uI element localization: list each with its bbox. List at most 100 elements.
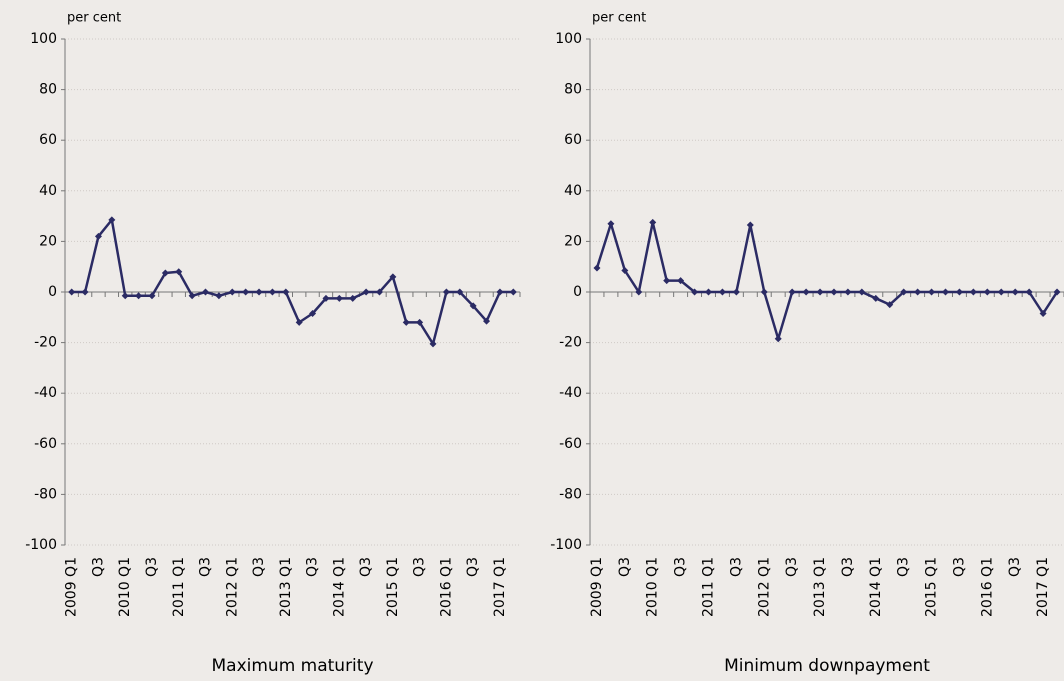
- data-point: [1025, 288, 1033, 296]
- data-point: [509, 288, 517, 296]
- data-point: [774, 335, 782, 343]
- data-point: [942, 288, 949, 296]
- x-tick-label: Q3: [90, 557, 106, 577]
- data-point: [295, 318, 303, 326]
- y-tick-label: 40: [564, 183, 582, 199]
- chart-title: Maximum maturity: [211, 656, 373, 676]
- x-tick-label: 2009 Q1: [589, 557, 605, 617]
- x-tick-label: Q3: [896, 557, 912, 577]
- data-point: [135, 292, 143, 300]
- data-point: [255, 288, 263, 296]
- x-tick-label: 2011 Q1: [701, 557, 717, 617]
- y-axis-unit: per cent: [67, 11, 121, 26]
- data-point: [621, 266, 629, 274]
- x-tick-label: 2013 Q1: [812, 557, 828, 617]
- data-point: [844, 288, 852, 296]
- y-tick-label: 60: [39, 132, 57, 148]
- y-tick-label: 100: [555, 31, 582, 47]
- data-point: [705, 288, 712, 296]
- y-tick-label: 20: [39, 233, 57, 249]
- x-tick-label: Q3: [840, 557, 856, 577]
- x-tick-label: Q3: [358, 557, 374, 577]
- data-point: [802, 288, 810, 296]
- data-point: [161, 269, 169, 277]
- data-point: [442, 288, 450, 296]
- data-point: [955, 288, 963, 296]
- data-point: [872, 294, 880, 302]
- data-point: [416, 318, 424, 326]
- x-tick-label: 2015 Q1: [385, 557, 401, 617]
- y-tick-label: -40: [559, 385, 582, 401]
- data-point: [496, 288, 504, 296]
- data-point: [1011, 288, 1019, 296]
- x-tick-label: Q3: [251, 557, 267, 577]
- y-tick-label: -20: [34, 335, 57, 351]
- x-tick-label: Q3: [412, 557, 428, 577]
- data-point: [649, 218, 657, 226]
- x-tick-label: Q3: [617, 557, 633, 577]
- x-tick-label: 2012 Q1: [224, 557, 240, 617]
- y-tick-label: 0: [573, 284, 582, 300]
- data-point: [456, 288, 464, 296]
- data-line: [71, 218, 514, 346]
- data-point: [816, 288, 824, 296]
- data-point: [788, 288, 796, 296]
- chart-title: Minimum downpayment: [724, 656, 930, 676]
- x-tick-label: 2017 Q1: [1035, 557, 1051, 617]
- x-tick-label: Q3: [728, 557, 744, 577]
- data-point: [469, 302, 477, 310]
- x-tick-label: 2012 Q1: [756, 557, 772, 617]
- data-point: [593, 264, 601, 272]
- data-point: [830, 288, 838, 296]
- x-tick-label: 2015 Q1: [924, 557, 940, 617]
- data-point: [375, 288, 383, 296]
- data-point: [429, 340, 437, 348]
- data-point: [746, 221, 754, 229]
- y-axis-unit: per cent: [592, 11, 646, 26]
- data-point: [760, 288, 768, 296]
- data-point: [677, 277, 685, 285]
- x-tick-label: 2017 Q1: [492, 557, 508, 617]
- x-tick-label: Q3: [144, 557, 160, 577]
- data-point: [663, 277, 671, 285]
- data-point: [969, 288, 977, 296]
- y-tick-label: 80: [564, 82, 582, 98]
- data-point: [718, 288, 726, 296]
- data-point: [175, 268, 183, 276]
- x-tick-label: 2013 Q1: [278, 557, 294, 617]
- data-point: [121, 292, 129, 300]
- data-point: [81, 288, 89, 296]
- x-tick-label: 2011 Q1: [171, 557, 187, 617]
- x-tick-label: 2014 Q1: [868, 557, 884, 617]
- data-point: [242, 288, 250, 296]
- y-tick-label: -100: [25, 537, 57, 553]
- data-point: [914, 288, 922, 296]
- y-tick-label: -60: [34, 436, 57, 452]
- data-point: [858, 288, 866, 296]
- data-point: [362, 288, 370, 296]
- x-tick-label: 2009 Q1: [64, 557, 80, 617]
- data-point: [997, 288, 1005, 296]
- data-point: [691, 288, 699, 296]
- data-point: [349, 294, 357, 302]
- x-tick-label: Q3: [784, 557, 800, 577]
- x-tick-label: 2016 Q1: [979, 557, 995, 617]
- y-tick-label: -80: [559, 486, 582, 502]
- y-tick-label: -20: [559, 335, 582, 351]
- data-point: [483, 317, 491, 325]
- data-point: [732, 288, 740, 296]
- data-point: [607, 220, 615, 228]
- x-tick-label: Q3: [198, 557, 214, 577]
- y-tick-label: -40: [34, 385, 57, 401]
- data-point: [335, 294, 343, 302]
- data-point: [309, 310, 317, 318]
- y-tick-label: 80: [39, 82, 57, 98]
- y-tick-label: 100: [30, 31, 57, 47]
- data-point: [148, 292, 156, 300]
- y-tick-label: 40: [39, 183, 57, 199]
- x-tick-label: Q3: [951, 557, 967, 577]
- data-point: [282, 288, 290, 296]
- data-point: [322, 294, 330, 302]
- y-tick-label: 20: [564, 233, 582, 249]
